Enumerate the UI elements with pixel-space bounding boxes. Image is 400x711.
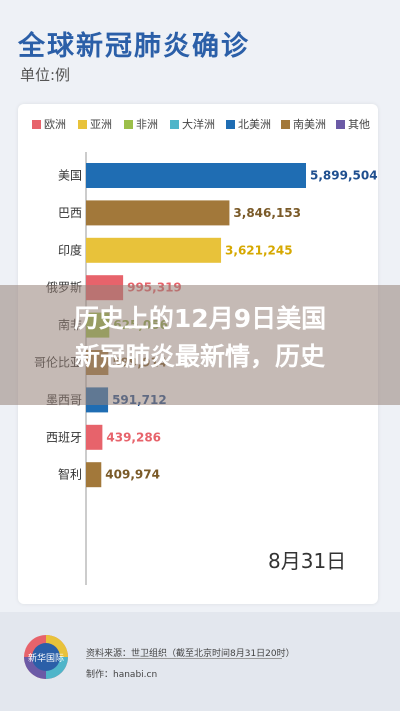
legend-swatch: [336, 119, 345, 129]
legend-swatch: [281, 119, 290, 129]
legend-item-north-america: 北美洲: [226, 116, 271, 132]
bar: [86, 200, 230, 226]
headline-line-2: 新冠肺炎最新情，历史: [74, 342, 325, 371]
page-title: 全球新冠肺炎确诊: [18, 31, 250, 62]
category-label: 巴西: [58, 206, 82, 220]
logo-label: 新华国际: [28, 652, 64, 664]
site-credit: 制作：hanabi.cn: [86, 670, 158, 680]
category-label: 西班牙: [46, 430, 82, 444]
footer-divider: [86, 658, 282, 659]
unit-label: 单位:例: [20, 66, 71, 84]
legend-swatch: [124, 119, 133, 129]
bar: [86, 424, 103, 450]
value-label: 409,974: [105, 468, 160, 482]
category-label: 印度: [58, 242, 82, 257]
legend-swatch: [78, 119, 87, 129]
headline-text: 历史上的12月9日美国 新冠肺炎最新情，历史: [0, 300, 400, 376]
legend-item-africa: 非洲: [124, 116, 158, 132]
bar: [86, 237, 222, 263]
bar: [86, 163, 306, 188]
category-label: 智利: [58, 467, 82, 482]
legend-swatch: [32, 119, 41, 129]
headline-line-1: 历史上的12月9日美国: [73, 304, 327, 333]
value-label: 5,899,504: [310, 169, 378, 183]
source-note: 资料来源：世卫组织（截至北京时间8月31日20时）: [86, 649, 295, 659]
xinhua-logo: 新华国际: [24, 635, 68, 679]
legend-swatch: [226, 119, 235, 129]
legend-item-oceania: 大洋洲: [170, 116, 215, 132]
headline-overlay: [0, 285, 400, 405]
legend-item-south-america: 南美洲: [281, 116, 326, 132]
legend-item-europe: 欧洲: [32, 116, 66, 132]
value-label: 3,846,153: [233, 206, 301, 220]
date-annotation: 8月31日: [268, 549, 347, 573]
legend-item-other: 其他: [336, 116, 370, 132]
value-label: 439,286: [106, 430, 161, 444]
bar: [86, 462, 102, 488]
category-label: 美国: [58, 169, 82, 183]
value-label: 3,621,245: [225, 243, 293, 257]
legend-swatch: [170, 119, 179, 129]
legend-item-asia: 亚洲: [78, 116, 112, 132]
